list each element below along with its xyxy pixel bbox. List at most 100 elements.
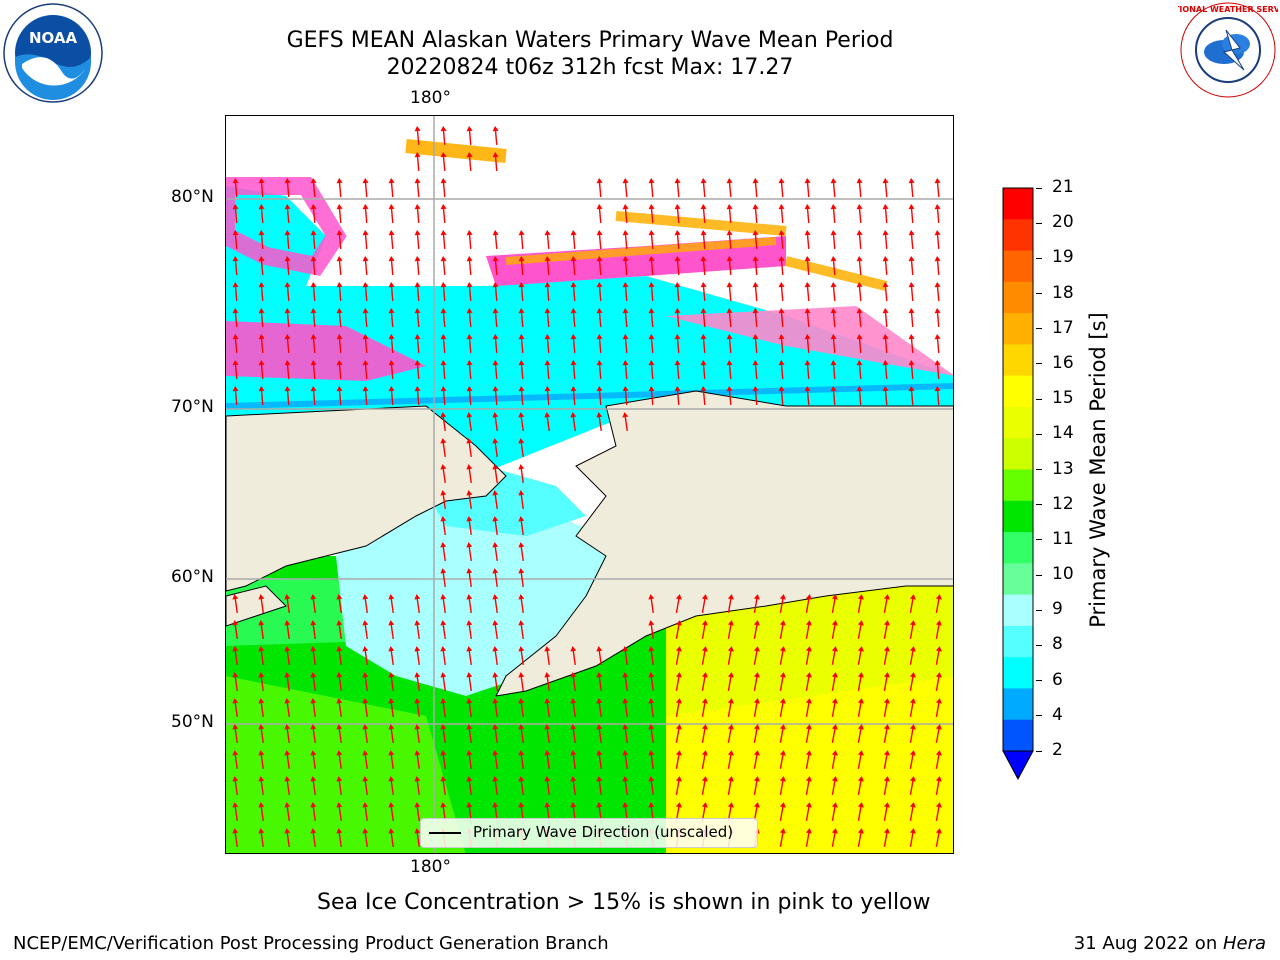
wave-direction-arrow [362,828,369,848]
wave-direction-arrow [857,646,864,665]
wave-direction-arrow [466,672,473,692]
wave-direction-arrow [596,724,603,744]
wave-direction-arrow [674,360,681,380]
wave-direction-arrow [753,698,760,717]
wave-direction-arrow [648,620,655,640]
colorbar-tick-mark [1036,504,1042,506]
wave-direction-arrow [440,230,447,250]
wave-direction-arrow [336,646,343,666]
wave-direction-arrow [883,672,890,691]
lon-label-bottom: 180° [410,857,451,877]
colorbar-segment [1003,219,1033,252]
wave-direction-arrow [727,594,734,613]
wave-direction-arrow [779,828,786,847]
wave-direction-arrow [830,334,837,354]
wave-direction-arrow [518,776,525,796]
wave-direction-arrow [570,776,577,796]
wave-direction-arrow [857,828,864,847]
wave-direction-arrow [492,542,499,562]
wave-direction-arrow [414,802,421,822]
wave-direction-arrow [648,672,655,692]
wave-direction-arrow [492,230,499,250]
wave-direction-arrow [232,256,239,276]
wave-direction-arrow [388,724,395,744]
wave-direction-arrow [934,178,941,198]
wave-direction-arrow [726,178,733,198]
wave-direction-arrow [310,828,317,848]
colorbar-tick-label: 16 [1052,352,1074,373]
wave-direction-arrow [336,308,343,328]
colorbar-segment [1003,688,1033,721]
wave-direction-arrow [492,516,499,536]
wave-direction-arrow [310,646,317,666]
colorbar-tick-mark [1036,398,1042,400]
wave-direction-arrow [674,308,681,328]
wave-direction-arrow [857,672,864,691]
wave-direction-arrow [909,802,916,821]
wave-direction-arrow [648,282,655,302]
wave-direction-arrow [752,204,759,224]
wave-direction-arrow [232,360,239,380]
wave-direction-arrow [466,386,473,406]
wave-direction-arrow [336,776,343,796]
wave-direction-arrow [440,152,447,172]
wave-direction-arrow [440,542,447,562]
wave-direction-arrow [935,594,942,613]
wave-direction-arrow [388,360,395,380]
wave-direction-arrow [753,724,760,743]
wave-direction-arrow [648,698,655,718]
wave-direction-arrow [518,594,525,614]
wave-direction-arrow [362,698,369,718]
wave-direction-arrow [622,360,629,380]
wave-direction-arrow [544,776,551,796]
wave-direction-arrow [388,646,395,666]
wave-direction-arrow [596,750,603,770]
wave-direction-arrow [856,334,863,354]
wave-direction-arrow [675,750,682,769]
wave-direction-arrow [258,230,265,250]
wave-direction-arrow [804,308,811,328]
wave-direction-arrow [492,412,499,432]
wave-direction-arrow [648,386,655,406]
colorbar-tick-mark [1036,644,1042,646]
wave-direction-arrow [518,698,525,718]
colorbar-segment [1003,469,1033,502]
colorbar-label: Primary Wave Mean Period [s] [1086,312,1110,628]
wave-direction-arrow [570,724,577,744]
wave-direction-arrow [492,620,499,640]
colorbar-segment [1003,594,1033,627]
wave-direction-arrow [284,334,291,354]
wave-direction-arrow [388,750,395,770]
wave-direction-arrow [831,776,838,795]
wave-direction-arrow [414,204,421,224]
wave-direction-arrow [752,282,759,302]
wave-direction-arrow [570,802,577,822]
wave-direction-arrow [466,594,473,614]
wave-direction-arrow [622,646,629,666]
wave-direction-arrow [648,178,655,198]
wave-direction-arrow [570,230,577,250]
wave-direction-arrow [648,360,655,380]
wave-direction-arrow [700,308,707,328]
wave-direction-arrow [753,776,760,795]
wave-direction-arrow [779,724,786,743]
wave-direction-arrow [596,802,603,822]
wave-direction-arrow [882,334,889,354]
wave-direction-arrow [648,204,655,224]
wave-direction-arrow [232,620,239,640]
wave-direction-arrow [857,698,864,717]
wave-direction-arrow [831,672,838,691]
wave-direction-arrow [284,308,291,328]
wave-direction-arrow [622,308,629,328]
wave-direction-arrow [856,256,863,276]
wave-direction-arrow [362,256,369,276]
wave-direction-arrow [414,672,421,692]
wave-direction-arrow [466,360,473,380]
wave-direction-arrow [778,386,785,406]
wave-direction-arrow [883,646,890,665]
wave-direction-arrow [492,490,499,510]
wave-direction-arrow [908,256,915,276]
wave-direction-arrow [492,776,499,796]
wave-direction-arrow [727,750,734,769]
wave-direction-arrow [909,620,916,639]
